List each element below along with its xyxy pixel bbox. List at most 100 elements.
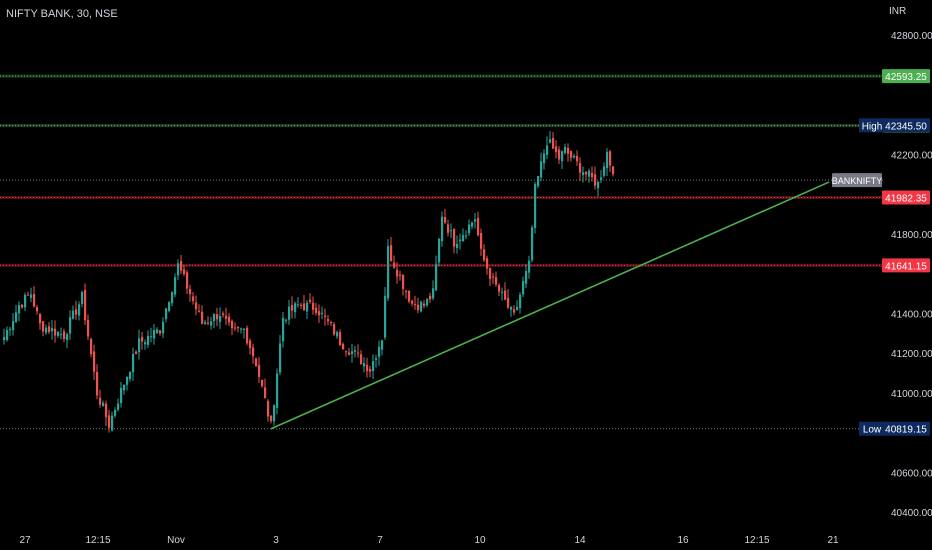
- candle[interactable]: [504, 282, 507, 301]
- candle[interactable]: [237, 326, 240, 333]
- candle[interactable]: [84, 283, 87, 325]
- candle[interactable]: [144, 339, 147, 350]
- candle[interactable]: [51, 320, 54, 340]
- candle[interactable]: [543, 149, 546, 170]
- candle[interactable]: [483, 244, 486, 262]
- candle[interactable]: [525, 264, 528, 289]
- candle[interactable]: [402, 274, 405, 296]
- candle[interactable]: [435, 255, 438, 292]
- candle[interactable]: [207, 316, 210, 326]
- candle[interactable]: [501, 287, 504, 301]
- candle[interactable]: [498, 283, 501, 297]
- candle[interactable]: [114, 407, 117, 418]
- candle[interactable]: [462, 228, 465, 242]
- candle[interactable]: [489, 267, 492, 286]
- candle[interactable]: [183, 265, 186, 277]
- candle[interactable]: [132, 347, 135, 381]
- candle[interactable]: [291, 296, 294, 319]
- candle[interactable]: [531, 225, 534, 263]
- candle[interactable]: [561, 150, 564, 169]
- candle[interactable]: [558, 146, 561, 165]
- candle[interactable]: [249, 338, 252, 355]
- candle[interactable]: [63, 328, 66, 343]
- candle[interactable]: [405, 289, 408, 299]
- candle[interactable]: [471, 221, 474, 230]
- candle[interactable]: [492, 272, 495, 285]
- candle[interactable]: [60, 327, 63, 340]
- candle[interactable]: [459, 233, 462, 250]
- candle[interactable]: [540, 152, 543, 182]
- candle[interactable]: [465, 230, 468, 240]
- candle[interactable]: [516, 300, 519, 311]
- candle[interactable]: [453, 228, 456, 254]
- candle[interactable]: [357, 344, 360, 358]
- candle[interactable]: [288, 299, 291, 325]
- candle[interactable]: [567, 143, 570, 162]
- candle[interactable]: [438, 238, 441, 267]
- candle[interactable]: [528, 255, 531, 279]
- candle[interactable]: [552, 131, 555, 150]
- candle[interactable]: [369, 365, 372, 378]
- candle[interactable]: [564, 143, 567, 155]
- time-axis[interactable]: 27 12:15 Nov 3 7 10 14 16 12:15 21: [19, 535, 839, 546]
- candle[interactable]: [585, 171, 588, 180]
- candle[interactable]: [609, 150, 612, 173]
- candle[interactable]: [147, 330, 150, 349]
- candle[interactable]: [297, 297, 300, 308]
- candle[interactable]: [339, 329, 342, 346]
- candle[interactable]: [258, 357, 261, 383]
- candle[interactable]: [537, 175, 540, 189]
- candle[interactable]: [387, 239, 390, 301]
- candle[interactable]: [15, 304, 18, 324]
- candle[interactable]: [45, 324, 48, 335]
- candle[interactable]: [345, 350, 348, 357]
- candle[interactable]: [342, 342, 345, 350]
- candle[interactable]: [243, 328, 246, 339]
- candle[interactable]: [579, 157, 582, 182]
- candle[interactable]: [447, 219, 450, 237]
- candle[interactable]: [156, 327, 159, 335]
- candle[interactable]: [6, 326, 9, 342]
- candle[interactable]: [318, 304, 321, 323]
- candle[interactable]: [363, 357, 366, 373]
- candle[interactable]: [270, 414, 273, 424]
- candle[interactable]: [384, 287, 387, 340]
- candle[interactable]: [162, 317, 165, 339]
- candle[interactable]: [252, 343, 255, 364]
- candle[interactable]: [150, 327, 153, 343]
- candle[interactable]: [153, 323, 156, 345]
- candle[interactable]: [279, 335, 282, 376]
- candle[interactable]: [18, 301, 21, 322]
- candle[interactable]: [576, 150, 579, 166]
- candle[interactable]: [225, 307, 228, 326]
- candle[interactable]: [408, 290, 411, 304]
- candle[interactable]: [129, 371, 132, 382]
- candle[interactable]: [555, 140, 558, 159]
- candle[interactable]: [27, 291, 30, 296]
- candle[interactable]: [189, 284, 192, 302]
- candle[interactable]: [123, 384, 126, 395]
- candle[interactable]: [174, 273, 177, 298]
- candle[interactable]: [201, 305, 204, 325]
- candle[interactable]: [396, 262, 399, 284]
- candle[interactable]: [120, 381, 123, 408]
- candle[interactable]: [198, 304, 201, 313]
- candle[interactable]: [276, 368, 279, 415]
- candle[interactable]: [306, 299, 309, 319]
- candle[interactable]: [195, 295, 198, 316]
- candle[interactable]: [303, 294, 306, 311]
- candle[interactable]: [429, 292, 432, 303]
- candle[interactable]: [390, 236, 393, 262]
- candle[interactable]: [324, 308, 327, 326]
- candle[interactable]: [159, 329, 162, 336]
- candle[interactable]: [534, 181, 537, 234]
- candle[interactable]: [90, 337, 93, 358]
- candle[interactable]: [216, 307, 219, 327]
- candle[interactable]: [423, 300, 426, 309]
- candle[interactable]: [468, 219, 471, 236]
- candle[interactable]: [48, 321, 51, 335]
- candle[interactable]: [513, 305, 516, 316]
- price-axis[interactable]: 42800.00 42200.00 41800.00 41400.00 41200.00…: [891, 31, 932, 519]
- candle[interactable]: [477, 211, 480, 237]
- candle[interactable]: [3, 328, 6, 345]
